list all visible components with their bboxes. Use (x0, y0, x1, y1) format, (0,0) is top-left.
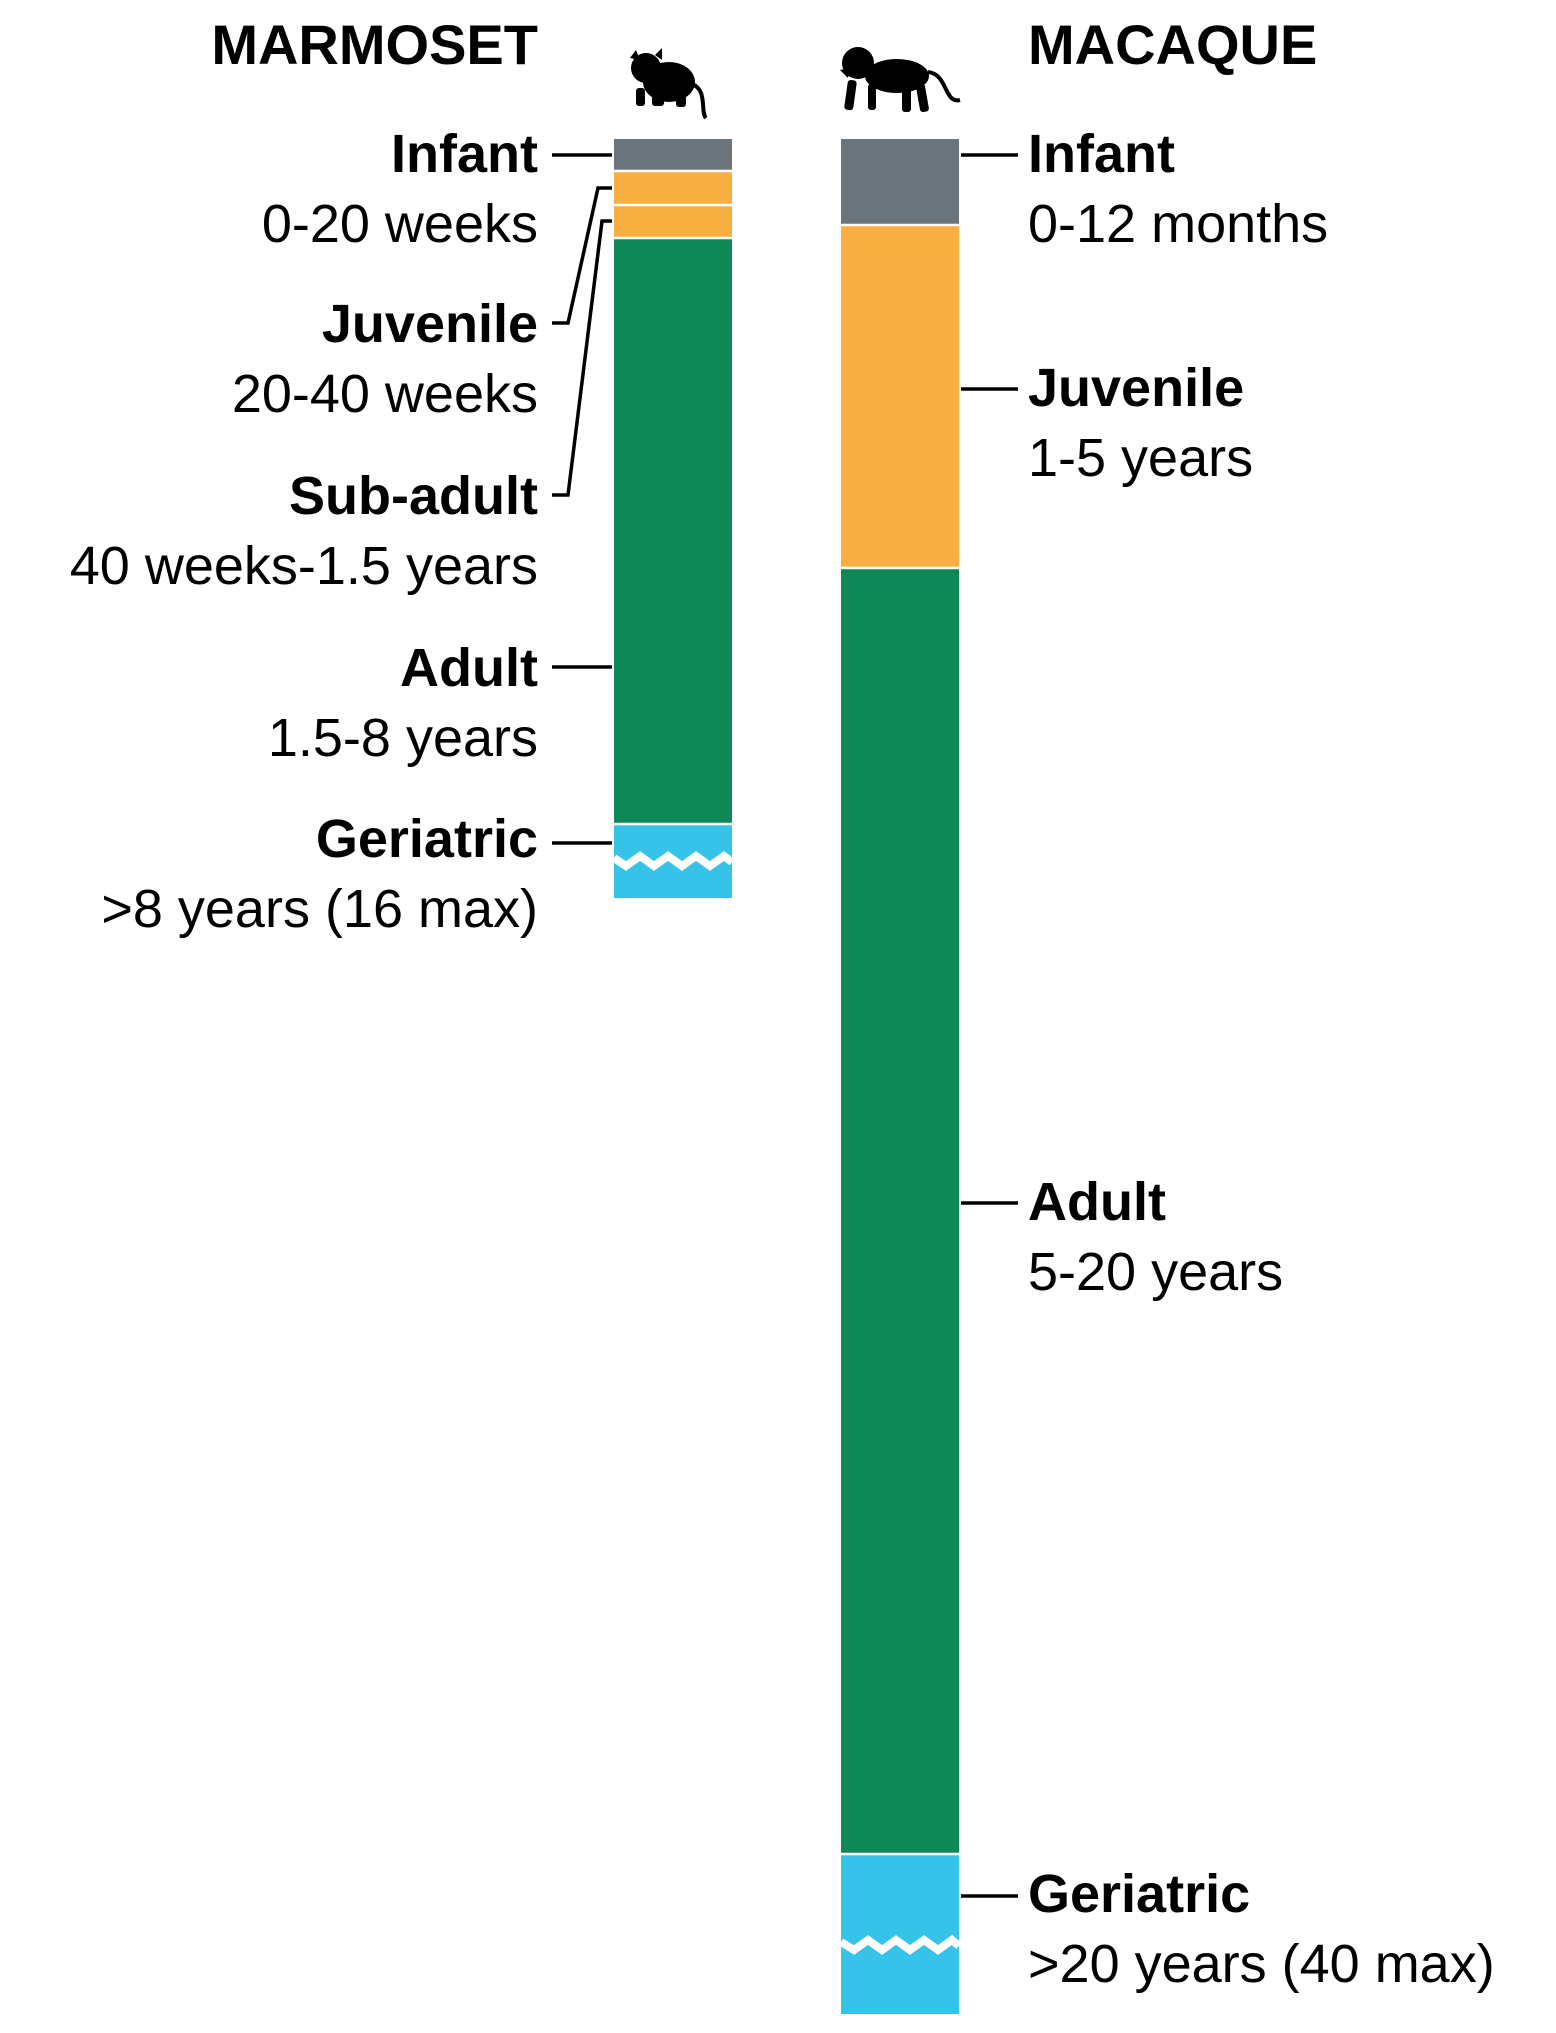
macaque-labels: Infant 0-12 months Juvenile 1-5 years Ad… (1028, 124, 1495, 1994)
marmoset-adult-segment (614, 238, 732, 824)
marmoset-infant-range: 0-20 weeks (262, 194, 538, 254)
macaque-geriatric-name: Geriatric (1028, 1864, 1250, 1924)
macaque-geriatric-segment (841, 1854, 959, 2014)
marmoset-juvenile-name: Juvenile (322, 294, 538, 354)
marmoset-subadult-segment (614, 205, 732, 238)
marmoset-subadult-leader (552, 219, 612, 497)
macaque-juvenile-segment (841, 225, 959, 568)
marmoset-labels: Infant 0-20 weeks Juvenile 20-40 weeks S… (70, 124, 538, 939)
macaque-juvenile-range: 1-5 years (1028, 428, 1253, 488)
marmoset-juvenile-segment (614, 171, 732, 205)
marmoset-scale-break (611, 851, 735, 871)
marmoset-title: MARMOSET (211, 13, 538, 76)
marmoset-infant-name: Infant (391, 124, 538, 184)
marmoset-adult-name: Adult (400, 638, 538, 698)
macaque-infant-name: Infant (1028, 124, 1175, 184)
macaque-geriatric-range: >20 years (40 max) (1028, 1934, 1495, 1994)
marmoset-subadult-range: 40 weeks-1.5 years (70, 536, 538, 596)
macaque-adult-range: 5-20 years (1028, 1242, 1283, 1302)
marmoset-silhouette-icon (630, 48, 708, 120)
marmoset-juvenile-range: 20-40 weeks (232, 364, 538, 424)
macaque-title: MACAQUE (1028, 13, 1317, 76)
marmoset-infant-segment (614, 139, 732, 171)
macaque-bar (838, 139, 962, 2014)
macaque-infant-segment (841, 139, 959, 225)
macaque-scale-break (838, 1934, 962, 1955)
macaque-infant-range: 0-12 months (1028, 194, 1328, 254)
marmoset-subadult-name: Sub-adult (289, 466, 538, 526)
macaque-adult-name: Adult (1028, 1172, 1166, 1232)
marmoset-geriatric-name: Geriatric (316, 809, 538, 869)
macaque-juvenile-name: Juvenile (1028, 358, 1244, 418)
marmoset-juvenile-leader (552, 186, 612, 325)
marmoset-bar (611, 139, 735, 898)
macaque-silhouette-icon (840, 47, 961, 113)
macaque-adult-segment (841, 568, 959, 1854)
marmoset-geriatric-range: >8 years (16 max) (101, 879, 538, 939)
marmoset-adult-range: 1.5-8 years (268, 708, 538, 768)
